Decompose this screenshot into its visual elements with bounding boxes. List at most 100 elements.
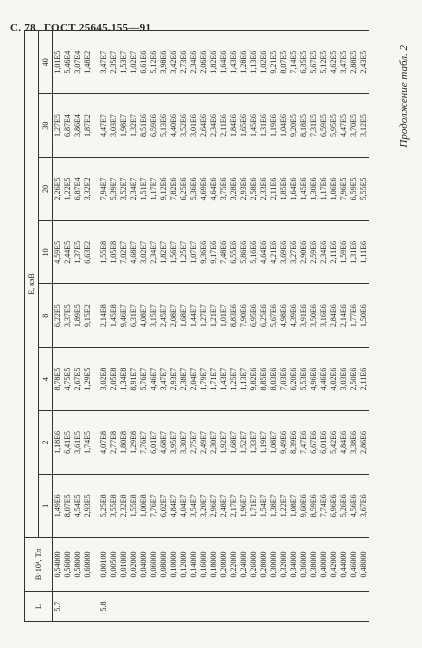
cell-value: 3,32E2	[83, 157, 93, 221]
cell-value: 3,70E5	[349, 93, 359, 158]
cell-value: 3,03E6	[339, 347, 349, 411]
table-frame: L B·10⁴, Тл E, кэВ 1 2 4 8 10 20 30 40 5.7 0,540…	[24, 30, 394, 622]
cell-value: 1,52E7	[239, 410, 249, 475]
cell-value: 7,47E6	[299, 410, 309, 475]
cell-value: 2,96E7	[209, 474, 219, 538]
col-l: L	[24, 591, 53, 622]
cell-value: 2,08E7	[169, 284, 179, 348]
cell-value: 5,55E5	[359, 157, 369, 221]
cell-value: 1,51E7	[139, 157, 149, 221]
cell-value: 1,06E6	[329, 157, 339, 221]
cell-value: 9,17E6	[209, 220, 219, 284]
cell-value: 1,27E5	[52, 93, 63, 158]
cell-value: 1,74E5	[83, 410, 93, 475]
cell-value: 2,49E7	[199, 410, 209, 475]
cell-value: 1,71E7	[209, 347, 219, 411]
cell-value: 4,68E7	[159, 410, 169, 475]
b-value: 0,22000	[229, 537, 239, 592]
cell-value: 3,98E6	[159, 30, 169, 94]
cell-value: 3,28E6	[229, 157, 239, 221]
cell-value: 7,94E7	[93, 157, 109, 221]
cell-value: 2,32E8	[119, 474, 129, 538]
b-value: 0,28000	[259, 537, 269, 592]
table-row: 0,08000 6,02E7 4,68E7 3,47E7 2,45E7 1,82E7 9,1…	[159, 30, 169, 622]
cell-value: 2,11E6	[219, 93, 229, 158]
cell-value: 6,67E6	[309, 410, 319, 475]
table-row: 0,36000 9,60E6 7,47E6 5,53E6 3,91E6 2,90E6 1,4…	[299, 30, 309, 622]
cell-value: 7,90E6	[239, 284, 249, 348]
cell-value: 1,27E7	[199, 284, 209, 348]
cell-value: 4,54E5	[73, 474, 83, 538]
b-value: 0,56000	[63, 537, 73, 592]
cell-value: 6,63E2	[83, 220, 93, 284]
b-value: 0,32000	[279, 537, 289, 592]
cell-value: 2,75E7	[189, 410, 199, 475]
cell-value: 6,31E7	[129, 284, 139, 348]
cell-value: 5,16E6	[249, 220, 259, 284]
cell-value: 2,17E7	[229, 474, 239, 538]
cell-value: 2,84E6	[329, 284, 339, 348]
table-row: 0,44000 5,26E6 4,84E6 3,03E6 2,14E6 1,59E6 7,9…	[339, 30, 349, 622]
cell-value: 1,30E6	[309, 157, 319, 221]
cell-value: 4,08E7	[139, 284, 149, 348]
cell-value: 2,45E7	[159, 284, 169, 348]
cell-value: 5,95E5	[329, 93, 339, 158]
cell-value: 2,88E5	[349, 30, 359, 94]
cell-value: 1,22E7	[279, 474, 289, 538]
cell-value: 3,47E7	[93, 30, 109, 94]
cell-value: 1,19E6	[269, 93, 279, 158]
cell-value: 5,53E6	[299, 347, 309, 411]
cell-value: 6,55E6	[229, 220, 239, 284]
cell-value: 1,25E7	[229, 347, 239, 411]
cell-value: 3,54E7	[189, 474, 199, 538]
page-header: С. 78 ГОСТ 25645.155—91	[10, 22, 159, 34]
cell-value: 8,07E5	[63, 474, 73, 538]
cell-value: 1,25E7	[179, 220, 189, 284]
cell-value: 2,34E7	[149, 220, 159, 284]
cell-value: 2,34E6	[209, 93, 219, 158]
cell-value: 2,26E5	[52, 157, 63, 221]
cell-value: 2,06E6	[199, 30, 209, 94]
cell-value: 2,30E7	[209, 410, 219, 475]
cell-value: 4,47E5	[339, 93, 349, 158]
cell-value: 4,75E5	[63, 347, 73, 411]
cell-value: 1,45E8	[109, 284, 119, 348]
cell-value: 4,07E8	[93, 410, 109, 475]
cell-value: 3,20E7	[199, 474, 209, 538]
cell-value: 2,67E5	[73, 347, 83, 411]
b-value: 0,26000	[249, 537, 259, 592]
cell-value: 6,02E7	[159, 474, 169, 538]
cell-value: 1,01E5	[52, 30, 63, 94]
cell-value: 1,08E7	[289, 474, 299, 538]
b-value: 0,54000	[52, 537, 63, 592]
cell-value: 1,59E6	[339, 220, 349, 284]
cell-value: 4,84E7	[169, 474, 179, 538]
cell-value: 3,02E7	[139, 220, 149, 284]
table-row: 0,06000 7,76E7 6,01E7 4,46E7 3,15E7 2,34E7 1,1…	[149, 30, 159, 622]
cell-value: 4,39E6	[289, 284, 299, 348]
cell-value: 2,58E6	[249, 157, 259, 221]
cell-value: 3,61E5	[73, 410, 83, 475]
cell-value: 3,50E6	[309, 284, 319, 348]
cell-value: 8,91E7	[129, 347, 139, 411]
cell-value: 1,04E6	[279, 93, 289, 158]
cell-value: 2,05E8	[109, 347, 119, 411]
b-value: 0,12000	[179, 537, 189, 592]
b-value: 0,01000	[119, 537, 129, 592]
cell-value: 4,56E6	[349, 474, 359, 538]
cell-value: 6,25E6	[259, 284, 269, 348]
cell-value: 3,55E8	[109, 474, 119, 538]
table-row: 0,00500 3,55E8 2,77E8 2,05E8 1,45E8 1,05E8 5,3…	[109, 30, 119, 622]
cell-value: 1,84E6	[229, 93, 239, 158]
cell-value: 1,98E7	[119, 93, 129, 158]
cell-value: 2,43E5	[359, 30, 369, 94]
cell-value: 9,21E5	[269, 30, 279, 94]
cell-value: 9,20E5	[289, 93, 299, 158]
cell-value: 4,46E6	[319, 347, 329, 411]
cell-value: 5,86E6	[239, 220, 249, 284]
cell-value: 6,61E6	[139, 30, 149, 94]
cell-value: 6,01E7	[149, 410, 159, 475]
cell-value: 5,25E8	[93, 474, 109, 538]
table-row: 0,18000 2,96E7 2,30E7 1,71E7 1,21E7 9,17E6 4,6…	[209, 30, 219, 622]
table-row: 0,16000 3,20E7 2,49E7 1,79E7 1,27E7 9,36E6 4,6…	[199, 30, 209, 622]
